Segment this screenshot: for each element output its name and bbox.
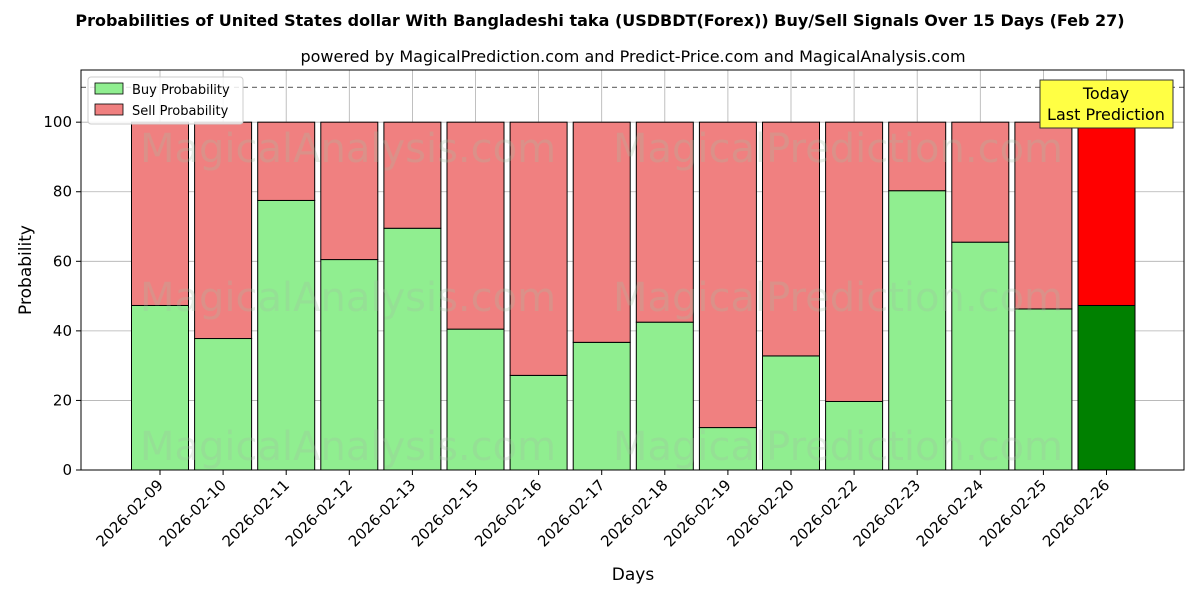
y-axis: 0 20 40 60 80 100	[43, 113, 81, 479]
x-tick-label: 2026-02-19	[660, 476, 734, 550]
watermark: MagicalPrediction.com	[613, 126, 1063, 172]
x-tick-label: 2026-02-16	[471, 476, 545, 550]
bar-sell	[446, 121, 505, 330]
bar-sell	[1014, 121, 1073, 310]
x-tick-label: 2026-02-17	[534, 476, 608, 550]
y-tick-label: 0	[62, 461, 72, 479]
x-tick-label: 2026-02-10	[156, 476, 230, 550]
bar-sell	[762, 121, 820, 357]
watermark: MagicalAnalysis.com	[140, 424, 556, 470]
watermarks: MagicalAnalysis.com MagicalPrediction.com…	[140, 126, 1063, 470]
y-axis-label: Probability	[16, 225, 36, 315]
chart-title: Probabilities of United States dollar Wi…	[75, 11, 1124, 30]
bar-sell	[698, 121, 757, 429]
bar-buy	[698, 427, 757, 471]
legend-label-sell: Sell Probability	[132, 104, 229, 119]
bar-sell	[1077, 121, 1136, 306]
bar-buy	[194, 338, 253, 471]
today-annotation-box	[1039, 79, 1174, 129]
x-axis: 2026-02-092026-02-102026-02-112026-02-12…	[92, 470, 1113, 550]
x-tick-label: 2026-02-22	[787, 476, 861, 550]
bars	[131, 121, 1136, 471]
x-tick-label: 2026-02-23	[850, 476, 924, 550]
bar-buy	[509, 374, 568, 471]
bar-sell	[320, 121, 379, 261]
bar-buy	[762, 355, 820, 471]
bar-buy	[888, 190, 947, 471]
bar-sell	[888, 121, 947, 192]
bar-sell	[509, 121, 568, 376]
x-tick-label: 2026-02-26	[1039, 476, 1113, 550]
x-tick-label: 2026-02-11	[219, 476, 293, 550]
chart-subtitle: powered by MagicalPrediction.com and Pre…	[300, 47, 965, 66]
bar-buy	[257, 199, 316, 471]
x-tick-label: 2026-02-09	[92, 476, 166, 550]
legend-swatch-buy	[94, 82, 124, 95]
bar-sell	[572, 121, 631, 343]
x-axis-label: Days	[612, 565, 655, 585]
watermark: MagicalAnalysis.com	[140, 126, 556, 172]
legend-label-buy: Buy Probability	[132, 83, 230, 98]
bar-buy	[320, 259, 379, 471]
bar-sell	[825, 121, 884, 402]
y-tick-label: 60	[53, 252, 72, 270]
bar-sell	[951, 121, 1010, 243]
bar-buy	[446, 328, 505, 471]
plot-frame	[80, 69, 1185, 471]
x-tick-label: 2026-02-15	[408, 476, 482, 550]
bar-buy	[572, 341, 631, 471]
legend-box	[87, 76, 244, 125]
today-annotation: Today Last Prediction	[1039, 79, 1174, 129]
legend-swatch-sell	[94, 103, 124, 116]
bar-sell	[383, 121, 442, 229]
x-tick-label: 2026-02-18	[597, 476, 671, 550]
bar-buy	[635, 321, 694, 471]
bar-buy	[825, 400, 884, 471]
watermark: MagicalAnalysis.com	[140, 275, 556, 321]
watermark: MagicalPrediction.com	[613, 424, 1063, 470]
watermark: MagicalPrediction.com	[613, 275, 1063, 321]
today-annotation-line2: Last Prediction	[1047, 105, 1165, 124]
x-tick-label: 2026-02-12	[282, 476, 356, 550]
legend: Buy Probability Sell Probability	[87, 76, 244, 125]
y-tick-label: 20	[53, 391, 72, 409]
y-tick-label: 80	[53, 183, 72, 201]
bar-sell	[257, 121, 316, 201]
today-annotation-line1: Today	[1082, 84, 1129, 103]
bar-buy	[1077, 304, 1136, 471]
bar-buy	[383, 227, 442, 471]
bar-sell	[635, 121, 694, 323]
bar-sell	[131, 121, 189, 306]
x-tick-label: 2026-02-20	[723, 476, 797, 550]
y-tick-label: 40	[53, 322, 72, 340]
x-tick-label: 2026-02-24	[913, 476, 987, 550]
y-tick-label: 100	[43, 113, 72, 131]
x-tick-label: 2026-02-13	[345, 476, 419, 550]
x-tick-label: 2026-02-25	[976, 476, 1050, 550]
